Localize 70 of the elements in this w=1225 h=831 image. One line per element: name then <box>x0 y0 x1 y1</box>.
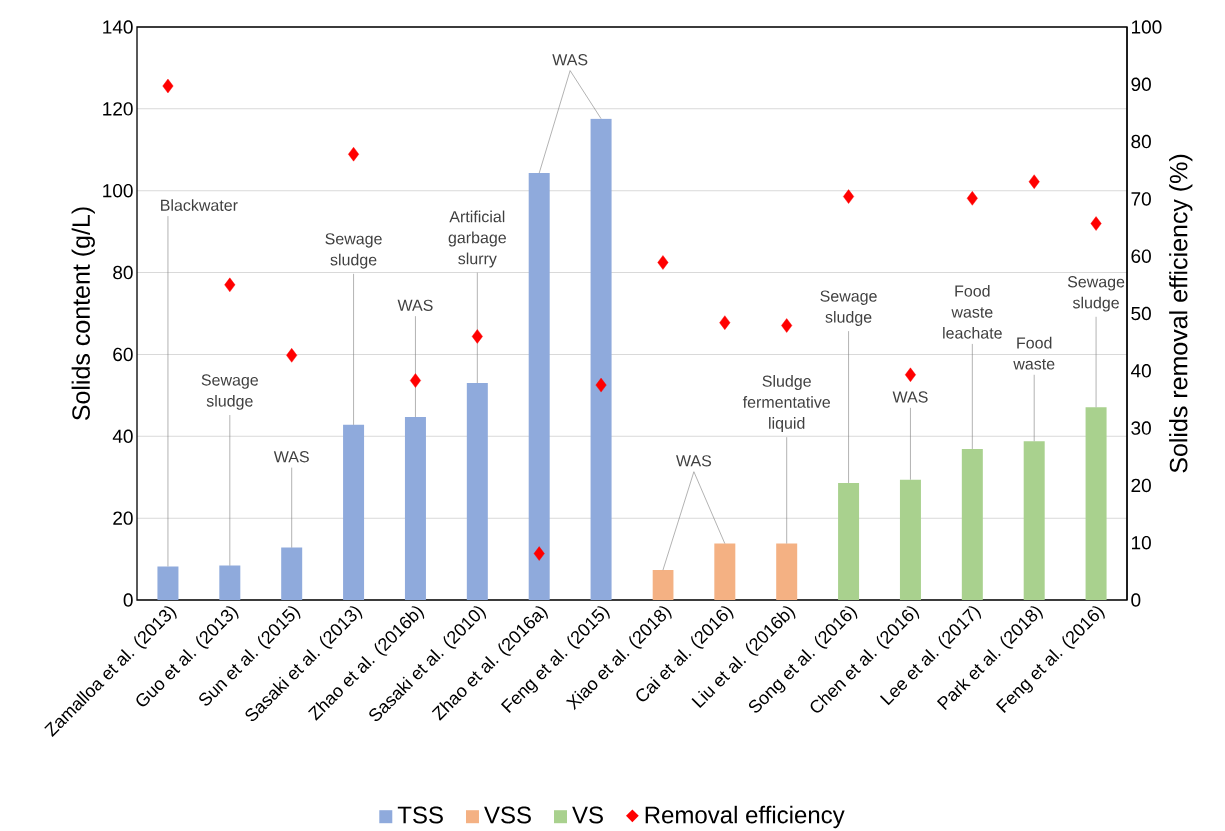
y2-tick-label: 70 <box>1131 192 1151 206</box>
annotation: Food waste <box>1013 336 1055 370</box>
bar <box>343 424 365 600</box>
point <box>286 348 298 363</box>
annotation: WAS <box>676 455 712 467</box>
annotation: Sewage sludge <box>820 290 877 326</box>
y-tick-label: 120 <box>103 102 133 116</box>
bar <box>466 383 488 600</box>
point <box>533 546 545 561</box>
point <box>348 147 360 162</box>
annotation: Blackwater <box>161 199 238 211</box>
legend-label: Removal efficiency <box>645 805 845 829</box>
y-tick-label: 60 <box>113 347 133 362</box>
bar <box>528 173 550 600</box>
point <box>1028 174 1040 189</box>
y-tick-label: 100 <box>103 183 133 198</box>
bar <box>590 118 612 600</box>
y2-tick-label: 10 <box>1131 535 1151 550</box>
annotation: WAS <box>273 451 309 463</box>
bar <box>776 543 798 600</box>
point <box>719 315 731 330</box>
y-axis-title: Solids content (g/L) <box>71 207 95 421</box>
point <box>162 78 174 94</box>
y2-tick-label: 50 <box>1131 306 1151 321</box>
bar <box>652 570 674 600</box>
point <box>781 318 793 333</box>
annotation: Sewage sludge <box>325 233 382 269</box>
legend-label: TSS <box>397 806 443 824</box>
bar <box>157 566 179 600</box>
bar <box>219 565 241 600</box>
y2-tick-label: 100 <box>1131 20 1162 34</box>
bar <box>838 482 860 600</box>
annotation: Sludge fermentative liquid <box>742 375 830 432</box>
annotation: Food waste leachate <box>943 284 1002 339</box>
y2-tick-label: 40 <box>1130 364 1151 378</box>
point <box>224 277 236 293</box>
annotation: WAS <box>552 54 588 66</box>
bar <box>961 448 983 600</box>
point <box>966 191 978 206</box>
y2-axis-title: Solids removal efficiency (%) <box>1169 154 1193 473</box>
bar <box>1023 441 1045 600</box>
bar <box>1085 407 1107 600</box>
y2-tick-label: 30 <box>1131 421 1151 435</box>
point <box>657 255 669 270</box>
bar <box>714 543 736 600</box>
annotation: Sewage sludge <box>1067 276 1125 312</box>
legend-label: VSS <box>484 806 531 824</box>
legend-label: VS <box>572 806 603 824</box>
annotation: Artificial garbage slurry <box>448 210 506 268</box>
point <box>471 329 483 344</box>
y-tick-label: 40 <box>112 429 133 444</box>
y2-tick-label: 20 <box>1131 478 1151 493</box>
point <box>410 373 421 388</box>
y2-tick-label: 60 <box>1131 249 1151 263</box>
annotation: WAS <box>397 299 433 311</box>
y2-tick-label: 80 <box>1131 134 1151 149</box>
y-tick-label: 140 <box>103 20 133 34</box>
y2-tick-label: 0 <box>1131 593 1141 607</box>
y2-tick-label: 90 <box>1131 77 1151 92</box>
y-tick-label: 80 <box>113 265 133 280</box>
point <box>595 377 607 393</box>
point <box>843 189 855 204</box>
annotation: Sewage sludge <box>201 374 259 410</box>
y-tick-label: 20 <box>113 511 133 525</box>
bar <box>899 479 921 600</box>
annotation: WAS <box>892 391 928 403</box>
y-tick-label: 0 <box>123 593 133 607</box>
bar <box>281 547 303 600</box>
bar <box>404 417 426 600</box>
point <box>1090 216 1102 231</box>
